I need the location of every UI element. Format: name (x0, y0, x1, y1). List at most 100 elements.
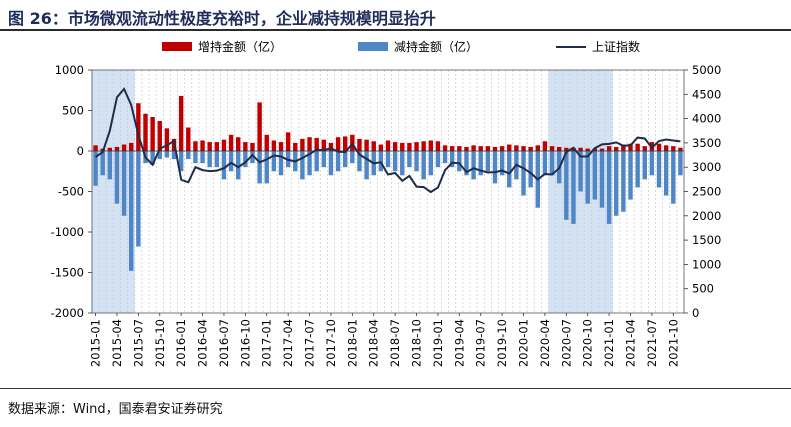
increase-bar (564, 147, 569, 151)
increase-bar (407, 142, 412, 151)
decrease-bar (478, 151, 483, 176)
decrease-bar (243, 151, 248, 168)
decrease-bar (264, 151, 269, 184)
increase-bar (663, 145, 669, 151)
x-tick-label: 2020-04 (538, 319, 552, 367)
decrease-bar (542, 151, 548, 176)
decrease-bar (599, 151, 605, 208)
decrease-bar (428, 151, 434, 176)
x-tick-label: 2017-01 (260, 319, 274, 367)
increase-bar (385, 140, 391, 151)
right-tick-label: 1000 (692, 257, 721, 271)
x-tick-label: 2019-10 (495, 319, 509, 367)
legend: 增持金额（亿） 减持金额（亿） 上证指数 (162, 39, 640, 54)
x-tick-label: 2017-07 (303, 319, 317, 367)
increase-bar (293, 142, 298, 151)
increase-bar (471, 145, 476, 151)
title-divider (0, 29, 791, 31)
increase-bar (621, 144, 626, 151)
decrease-bar (300, 151, 305, 180)
decrease-bar (678, 151, 683, 176)
decrease-bar (571, 151, 576, 224)
increase-bar (150, 116, 155, 151)
left-tick-label: -1000 (51, 225, 84, 239)
decrease-bar (614, 151, 619, 216)
decrease-bar (257, 151, 262, 184)
increase-bar (578, 147, 583, 151)
increase-bar (285, 132, 291, 151)
increase-bar (614, 146, 619, 151)
increase-bar (671, 146, 676, 151)
increase-bar (414, 142, 419, 151)
left-tick-label: -2000 (51, 306, 84, 320)
shaded-periods (92, 70, 613, 313)
decrease-bar (121, 151, 127, 216)
x-tick-label: 2020-01 (517, 319, 531, 367)
increase-bar (592, 148, 598, 151)
increase-bar (542, 141, 548, 151)
x-tick-label: 2020-10 (581, 319, 595, 367)
footer-divider (0, 388, 791, 389)
increase-bar (314, 138, 319, 151)
decrease-bar (499, 151, 505, 176)
x-tick-label: 2015-10 (153, 319, 167, 367)
x-tick-label: 2015-07 (131, 319, 145, 367)
increase-bar (678, 147, 683, 151)
increase-bar (507, 144, 512, 151)
decrease-bar (136, 151, 141, 247)
decrease-bar (464, 151, 469, 176)
legend-label-increase: 增持金额（亿） (198, 39, 282, 54)
increase-bar (606, 146, 612, 151)
increase-bar (535, 145, 540, 151)
increase-bar (449, 146, 455, 151)
decrease-bar (228, 151, 234, 172)
increase-bar (157, 121, 162, 151)
increase-bar (264, 134, 269, 151)
increase-bar (428, 140, 434, 151)
legend-label-decrease: 减持金额（亿） (394, 39, 478, 54)
decrease-bar (214, 151, 220, 168)
decrease-bar (314, 151, 319, 172)
increase-bar (186, 127, 191, 151)
increase-bar (243, 142, 248, 151)
right-tick-label: 2500 (692, 185, 721, 199)
increase-bar (321, 139, 327, 151)
increase-bar (207, 142, 212, 151)
increase-bar (357, 138, 362, 151)
right-tick-label: 2000 (692, 209, 721, 223)
x-tick-label: 2015-01 (89, 319, 103, 367)
left-tick-label: -1500 (51, 266, 84, 280)
shanghai-index-line (95, 87, 681, 194)
x-tick-label: 2016-10 (238, 319, 252, 367)
x-tick-label: 2017-04 (281, 319, 295, 367)
increase-bar (228, 134, 234, 151)
decrease-bar (307, 151, 312, 176)
increase-bar (214, 142, 220, 151)
increase-bar (400, 142, 405, 151)
left-tick-label: -500 (58, 185, 84, 199)
decrease-bar (414, 151, 419, 172)
increase-bar (392, 142, 398, 151)
decrease-bar (178, 151, 184, 172)
decrease-bar (649, 151, 655, 176)
decrease-bar (656, 151, 662, 188)
decrease-bar (378, 151, 384, 172)
increase-bar (514, 145, 519, 151)
increase-bar (556, 146, 562, 151)
decrease-bar (442, 151, 448, 164)
decrease-bar (321, 151, 327, 168)
increase-bar (136, 103, 141, 151)
index-line (95, 87, 681, 194)
decrease-bar (621, 151, 626, 212)
decrease-bar (164, 151, 170, 158)
decrease-bar (578, 151, 583, 192)
increase-bar (114, 146, 120, 151)
decrease-bar (193, 151, 198, 164)
decrease-bar (364, 151, 369, 180)
increase-bar (193, 141, 198, 151)
right-tick-label: 3000 (692, 160, 721, 174)
right-tick-label: 4000 (692, 112, 721, 126)
chart-svg: 10005000-500-1000-1500-20005000450040003… (51, 39, 722, 367)
increase-bar (478, 146, 483, 151)
increase-bar (178, 95, 184, 151)
